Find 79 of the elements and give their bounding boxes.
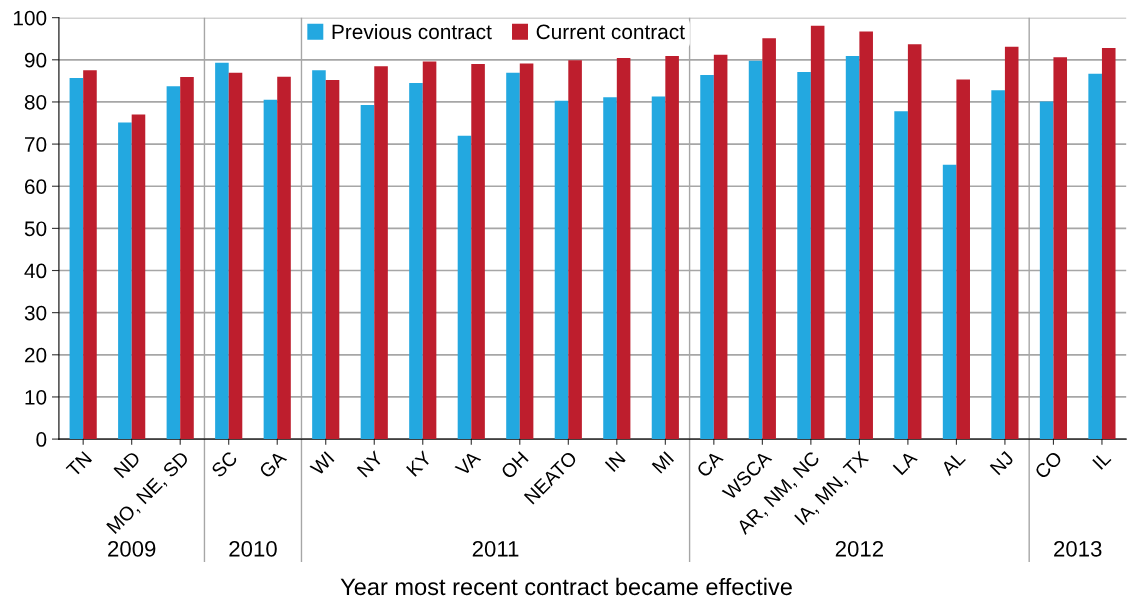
- legend-label: Previous contract: [332, 23, 492, 40]
- bar: [748, 60, 763, 440]
- bar: [325, 80, 340, 440]
- bar: [568, 60, 582, 440]
- bar: [471, 64, 485, 440]
- x-axis-title: Year most recent contract became effective: [340, 577, 792, 596]
- bar: [894, 111, 908, 440]
- bar: [762, 38, 776, 440]
- bar: [1101, 48, 1116, 440]
- bar: [83, 70, 97, 440]
- bar: [69, 77, 84, 440]
- x-tick-label: IN: [604, 451, 626, 472]
- bar: [603, 97, 617, 440]
- y-tick-label: 30: [24, 305, 47, 321]
- bar: [1039, 101, 1054, 440]
- bar: [215, 62, 229, 440]
- bar: [457, 135, 472, 440]
- x-tick-label: LA: [892, 450, 918, 476]
- bar: [1088, 73, 1102, 440]
- y-tick-label: 10: [25, 389, 47, 405]
- bar: [554, 100, 569, 440]
- text: 2013: [1054, 541, 1102, 557]
- y-tick-label: 0: [36, 432, 47, 447]
- x-tick-label: MI: [651, 451, 675, 474]
- bar: [845, 56, 860, 440]
- text: 2009: [108, 541, 156, 557]
- bar: [277, 76, 291, 440]
- x-tick-label: GA: [258, 449, 288, 479]
- bar: [665, 56, 679, 440]
- bar: [651, 96, 666, 440]
- x-tick-label: CO: [1033, 450, 1063, 480]
- bar: [312, 70, 326, 440]
- bar: [180, 77, 194, 440]
- bar: [700, 74, 714, 440]
- x-tick-label: AL: [940, 450, 966, 477]
- bar: [519, 63, 534, 440]
- bar: [131, 114, 146, 440]
- y-tick-label: 80: [24, 94, 47, 110]
- text: 2011: [472, 541, 519, 557]
- bar: [118, 122, 132, 440]
- y-tick-label: 100: [13, 10, 47, 26]
- x-tick-label: VA: [454, 450, 482, 477]
- bar: [907, 44, 922, 440]
- x-tick-label: TN: [65, 451, 93, 478]
- bar: [374, 66, 388, 440]
- y-tick-label: 70: [25, 137, 47, 152]
- x-tick-label: NJ: [989, 451, 1014, 476]
- bar: [859, 31, 873, 440]
- x-tick-label: NY: [356, 450, 384, 478]
- x-tick-label: IL: [1092, 450, 1112, 470]
- bar: [991, 90, 1005, 440]
- bar: [713, 54, 728, 440]
- x-tick-label: KY: [406, 450, 433, 477]
- legend-label: Current contract: [536, 24, 685, 40]
- bar: [797, 72, 811, 440]
- x-tick-label: SC: [210, 450, 239, 479]
- y-tick-label: 20: [24, 347, 47, 363]
- bar: [166, 86, 181, 440]
- y-tick-label: 90: [24, 52, 47, 68]
- bar: [360, 104, 375, 440]
- y-tick-label: 50: [24, 221, 47, 237]
- text: 2012: [835, 541, 883, 557]
- bar: [409, 82, 423, 440]
- bar: [422, 61, 437, 440]
- bar: [228, 72, 243, 440]
- x-tick-label: CA: [695, 449, 724, 479]
- text: 2010: [229, 541, 277, 557]
- x-tick-label: WI: [309, 451, 335, 477]
- bar: [956, 79, 970, 440]
- bar: [1053, 57, 1068, 440]
- x-tick-label: ND: [113, 450, 141, 479]
- bar: [263, 99, 278, 440]
- bar: [1004, 46, 1019, 440]
- bar: [616, 58, 631, 440]
- y-tick-label: 60: [25, 179, 47, 194]
- bar: [506, 72, 520, 440]
- bar: [942, 164, 957, 440]
- bar: [810, 25, 825, 440]
- y-tick-label: 40: [24, 263, 47, 279]
